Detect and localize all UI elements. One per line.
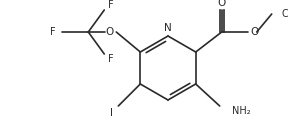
- Text: NH₂: NH₂: [232, 106, 250, 116]
- Text: I: I: [110, 108, 113, 118]
- Text: O: O: [105, 27, 113, 37]
- Text: F: F: [50, 27, 55, 37]
- Text: N: N: [164, 23, 172, 33]
- Text: O: O: [251, 27, 259, 37]
- Text: F: F: [109, 0, 114, 10]
- Text: F: F: [109, 54, 114, 64]
- Text: O: O: [218, 0, 226, 8]
- Text: CH₃: CH₃: [282, 9, 288, 19]
